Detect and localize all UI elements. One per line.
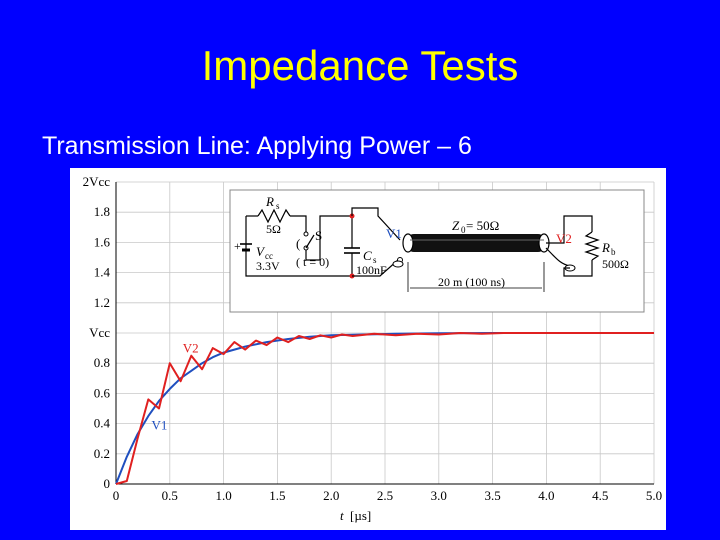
circuit-wire-bottom-left: [245, 216, 352, 277]
series-annotation-v2: V2: [183, 341, 199, 356]
series-annotations: V2 V1: [152, 341, 199, 433]
x-tick-label: 2.5: [377, 488, 393, 503]
x-tick-label: 0: [113, 488, 120, 503]
series-lines: [115, 332, 654, 485]
circuit-wire-v1: [351, 207, 401, 241]
switch-label: S: [315, 228, 322, 243]
slide-subtitle: Transmission Line: Applying Power – 6: [42, 132, 472, 160]
x-tick-label: 2.0: [323, 488, 339, 503]
slide-title: Impedance Tests: [201, 42, 519, 89]
switch-contact-top: [303, 231, 309, 237]
y-tick-label: Vcc: [89, 325, 110, 340]
vcc-sub: cc: [265, 251, 273, 261]
x-tick-label: 1.5: [269, 488, 285, 503]
x-tick-label: 1.0: [215, 488, 231, 503]
coax-lead-left: [392, 260, 404, 268]
rs-value: 5Ω: [266, 222, 281, 236]
line-chart: 0 0.2 0.4 0.6 0.8 Vcc 1.2 1.4 1.6 1.8 2Vcc 0 0.5 1.0 1…: [83, 174, 663, 523]
y-tick-label: 1.2: [94, 295, 110, 310]
series-line-v2: [115, 332, 654, 485]
rb-label: R: [601, 240, 610, 255]
cs-sub: s: [373, 255, 377, 265]
y-tick-label: 0: [104, 476, 111, 491]
circuit-inset: R s 5Ω S ( ( t = 0) + V cc 3.3V C s 100n…: [229, 189, 645, 313]
z0-label: Z: [452, 218, 460, 233]
switch-time: ( t = 0): [296, 255, 329, 269]
axes: [115, 182, 654, 485]
v1-circuit-label: V1: [386, 226, 402, 241]
y-tick-label: 0.6: [94, 385, 111, 400]
x-tick-label: 0.5: [162, 488, 178, 503]
vcc-value: 3.3V: [256, 259, 280, 273]
y-tick-label: 1.4: [94, 265, 111, 280]
circuit-wire-switch-out: [305, 215, 352, 261]
x-axis-label: t [µs]: [340, 508, 371, 523]
x-tick-label: 5.0: [646, 488, 662, 503]
rs-label: R: [265, 194, 274, 209]
vcc-label: V: [256, 244, 266, 259]
cs-label: C: [363, 248, 372, 263]
circuit-wire-v1-return: [352, 259, 399, 277]
circuit-wire-right-top: [546, 215, 593, 244]
v2-circuit-label: V2: [556, 231, 572, 246]
cs-value: 100nF: [356, 263, 387, 277]
x-tick-label: 3.0: [431, 488, 447, 503]
coax-cable: [406, 234, 546, 252]
figure-panel: 0 0.2 0.4 0.6 0.8 Vcc 1.2 1.4 1.6 1.8 2Vcc 0 0.5 1.0 1…: [70, 168, 666, 530]
circuit-wire-right-bottom: [563, 260, 593, 277]
series-annotation-v1: V1: [152, 418, 168, 433]
z0-sub: 0: [461, 225, 466, 235]
x-axis-label-var: t: [340, 508, 344, 523]
resistor-rb: [584, 231, 600, 261]
y-tick-label: 1.6: [94, 234, 111, 249]
battery-plus: +: [234, 239, 241, 253]
x-tick-label: 3.5: [484, 488, 500, 503]
tick-labels: 0 0.2 0.4 0.6 0.8 Vcc 1.2 1.4 1.6 1.8 2Vcc 0 0.5 1.0 1…: [83, 174, 663, 503]
switch-blade: [305, 234, 315, 249]
y-tick-label: 0.2: [94, 446, 110, 461]
circuit-wire-to-switch: [290, 215, 307, 232]
length-label: 20 m (100 ns): [438, 275, 505, 289]
z0-value: = 50Ω: [466, 218, 499, 233]
x-tick-label: 4.5: [592, 488, 608, 503]
rb-value: 500Ω: [602, 257, 629, 271]
y-tick-label: 0.4: [94, 416, 111, 431]
x-tick-label: 4.0: [538, 488, 554, 503]
y-tick-label: 0.8: [94, 355, 110, 370]
y-tick-label: 1.8: [94, 204, 110, 219]
switch-paren: (: [296, 236, 300, 251]
y-tick-label: 2Vcc: [83, 174, 111, 189]
x-axis-label-unit: [µs]: [350, 508, 371, 523]
rs-sub: s: [276, 201, 280, 211]
rb-sub: b: [611, 247, 616, 257]
coax-end-left: [402, 233, 414, 253]
resistor-rs: [257, 208, 291, 224]
